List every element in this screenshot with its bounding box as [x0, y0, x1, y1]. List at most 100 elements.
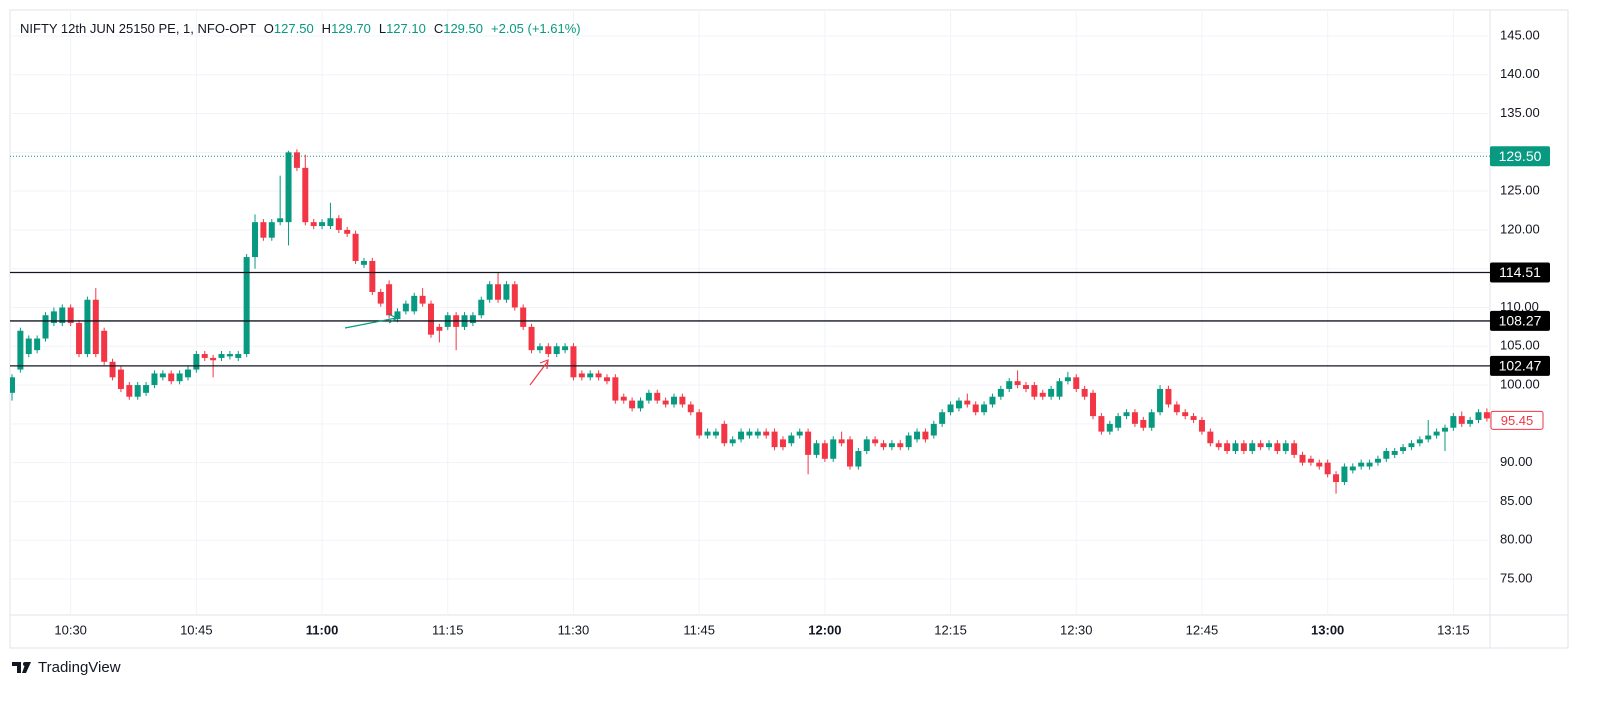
candle-body — [1374, 458, 1381, 463]
candle-body — [344, 229, 351, 234]
candle-body — [1307, 458, 1314, 463]
candle-body — [897, 443, 904, 448]
candle-body — [428, 303, 434, 335]
candle-body — [67, 307, 74, 324]
candle-body — [637, 400, 644, 409]
candle-body — [10, 377, 15, 393]
candle-body — [176, 373, 183, 382]
candle-body — [1274, 443, 1281, 452]
candle-body — [813, 443, 820, 455]
y-tick-label: 120.00 — [1500, 221, 1540, 236]
candle-body — [696, 412, 703, 436]
y-tick-label: 90.00 — [1500, 454, 1533, 469]
candle-body — [310, 222, 317, 227]
candle-body — [59, 307, 66, 324]
x-tick-label: 10:30 — [54, 622, 87, 637]
candle-body — [1408, 443, 1415, 448]
x-tick-label: 10:45 — [180, 622, 213, 637]
candle-body — [1022, 385, 1029, 389]
logo-mark — [12, 662, 31, 673]
candle-body — [562, 346, 569, 351]
candle-body — [1475, 412, 1482, 420]
candle-body — [252, 222, 259, 258]
candle-body — [1198, 419, 1205, 432]
candle-body — [1483, 412, 1490, 419]
candle-body — [1224, 443, 1231, 452]
candle-body — [126, 385, 133, 397]
candle-body — [402, 303, 409, 312]
y-tick-label: 135.00 — [1500, 105, 1540, 120]
candle-body — [1031, 385, 1038, 397]
ohlc-key: H — [322, 21, 331, 36]
arrow — [344, 317, 397, 329]
candle-body — [1240, 443, 1247, 452]
candle-body — [34, 338, 41, 351]
candle-body — [1123, 412, 1130, 417]
candle-body — [478, 299, 485, 316]
candle-body — [386, 284, 393, 316]
candle-body — [193, 354, 200, 370]
candle-body — [620, 396, 627, 401]
level-label-box — [1490, 262, 1550, 283]
current-price-box — [1490, 410, 1544, 430]
candle-body — [436, 326, 443, 331]
candle-body — [872, 439, 879, 444]
y-tick-label: 110.00 — [1500, 299, 1539, 314]
level-label: 102.47 — [1499, 358, 1542, 374]
x-tick-label: 12:00 — [808, 622, 841, 637]
y-tick-label: 140.00 — [1500, 66, 1540, 81]
candle-body — [369, 260, 376, 292]
candle-body — [536, 346, 543, 351]
candle-body — [1316, 462, 1323, 467]
symbol: NIFTY 12th JUN 25150 PE, 1, NFO-OPT — [20, 21, 256, 36]
level-label-box — [1490, 310, 1550, 331]
candle-body — [419, 295, 426, 304]
candle-body — [947, 404, 954, 413]
candle-body — [1458, 416, 1465, 424]
x-tick-label: 11:45 — [683, 622, 715, 637]
logo: TradingView — [12, 659, 121, 676]
candle-body — [218, 354, 225, 358]
candle-body — [997, 388, 1004, 397]
candle-body — [847, 439, 853, 467]
chart-frame — [9, 9, 1569, 649]
candle-body — [1358, 462, 1365, 467]
ohlc-value: 129.50 — [443, 21, 483, 36]
logo-dot — [23, 662, 27, 666]
candle-body — [1291, 443, 1298, 455]
candle-body — [210, 357, 217, 361]
candle-body — [1140, 419, 1147, 428]
candle-body — [335, 218, 342, 230]
candle-body — [939, 412, 946, 424]
candle-body — [763, 431, 770, 436]
candle-body — [603, 377, 610, 382]
candle-body — [469, 315, 476, 324]
candle-body — [1081, 388, 1088, 397]
candle-body — [1131, 412, 1138, 424]
candle-body — [989, 396, 996, 405]
candle-body — [520, 307, 527, 327]
candle-body — [511, 284, 518, 308]
candle-body — [1157, 388, 1164, 413]
x-tick-label: 11:15 — [432, 622, 464, 637]
candle-body — [754, 431, 761, 436]
candle-body — [1341, 466, 1348, 483]
candle-body — [293, 152, 300, 168]
candle-body — [964, 400, 971, 405]
y-tick-label: 105.00 — [1500, 338, 1540, 353]
last-close-box — [1490, 146, 1550, 167]
candles — [10, 149, 1490, 494]
level-label: 114.51 — [1499, 264, 1541, 280]
ohlc-key: C — [434, 21, 443, 36]
candle-body — [578, 373, 585, 378]
candle-body — [981, 404, 988, 413]
current-price-label: 95.45 — [1501, 413, 1534, 428]
change: +2.05 (+1.61%) — [491, 21, 581, 36]
candle-body — [1014, 381, 1021, 386]
level-label-box — [1490, 355, 1550, 376]
candle-body — [1064, 377, 1071, 382]
overlay: 114.51 108.27 102.47 129.50 95.45 — [10, 146, 1550, 430]
candle-body — [654, 392, 661, 401]
ohlc-value: 129.70 — [331, 21, 371, 36]
